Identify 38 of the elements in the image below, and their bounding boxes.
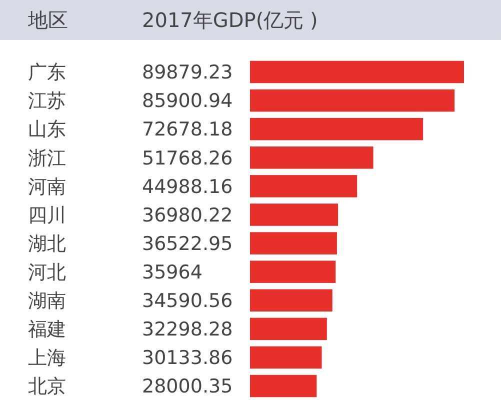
- data-label: 30133.86: [142, 347, 233, 370]
- bar: [250, 318, 327, 340]
- y-tick-label: 四川: [28, 204, 66, 226]
- y-tick-label: 山东: [28, 118, 66, 141]
- bar: [250, 346, 322, 369]
- bar: [250, 146, 374, 169]
- data-label: 32298.28: [142, 318, 233, 341]
- bar: [250, 89, 455, 112]
- data-label: 35964: [142, 261, 202, 284]
- y-tick-label: 湖北: [28, 232, 66, 255]
- bar: [250, 232, 337, 254]
- data-label: 89879.23: [142, 62, 233, 84]
- data-label: 51768.26: [142, 147, 233, 170]
- bar: [250, 260, 336, 283]
- data-label: 36980.22: [142, 204, 233, 226]
- data-label: 36522.95: [142, 232, 233, 255]
- y-tick-label: 河北: [28, 261, 66, 284]
- bar: [250, 118, 424, 140]
- y-tick-label: 北京: [28, 376, 66, 398]
- y-tick-label: 福建: [28, 318, 66, 341]
- data-label: 85900.94: [142, 90, 233, 112]
- y-axis-title: 地区: [27, 8, 68, 32]
- y-tick-label: 浙江: [28, 147, 66, 170]
- data-label: 72678.18: [142, 118, 233, 141]
- data-label: 28000.35: [142, 376, 233, 398]
- y-tick-label: 上海: [28, 347, 66, 370]
- y-tick-label: 湖南: [28, 290, 66, 312]
- bar: [250, 374, 317, 398]
- bar: [250, 175, 358, 198]
- y-tick-label: 江苏: [28, 90, 66, 112]
- bar: [250, 60, 464, 84]
- data-label: 44988.16: [142, 176, 233, 198]
- y-tick-label: 广东: [28, 62, 66, 84]
- bar: [250, 204, 338, 226]
- data-label: 34590.56: [142, 290, 233, 312]
- x-axis-title: 2017年GDP(亿元 ): [142, 8, 318, 32]
- y-tick-label: 河南: [28, 176, 66, 198]
- bar: [250, 289, 332, 312]
